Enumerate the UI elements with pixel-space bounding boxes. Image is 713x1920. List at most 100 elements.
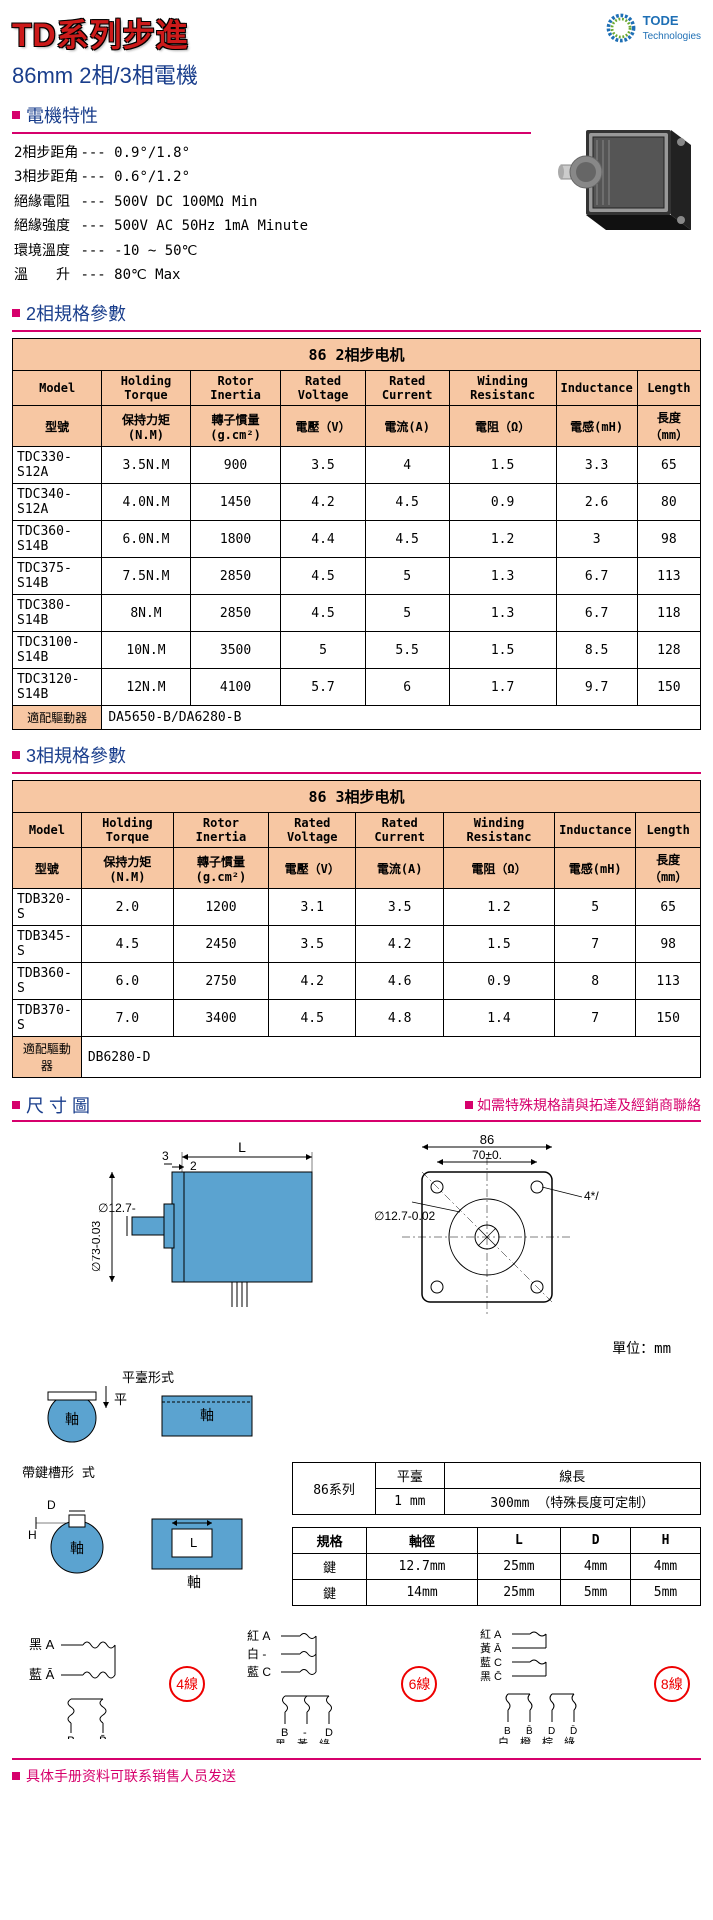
col-header: Holding Torque — [81, 813, 173, 848]
svg-text:-: - — [303, 1727, 307, 1739]
col-header: Rated Current — [356, 813, 443, 848]
svg-text:黑 C̄: 黑 C̄ — [480, 1670, 502, 1683]
table-cell: TDC375-S14B — [13, 558, 102, 595]
section-2phase-head: 2相規格參數 — [12, 300, 701, 326]
col-header: Inductance — [556, 371, 637, 406]
table-cell: TDB360-S — [13, 963, 82, 1000]
table-cell: 4.5 — [281, 595, 365, 632]
table-cell: 3.1 — [269, 889, 356, 926]
svg-text:D: D — [325, 1727, 333, 1739]
svg-text:紅 A: 紅 A — [480, 1628, 502, 1641]
table-cell: 12N.M — [102, 669, 190, 706]
col-header-cn: 長度（mm） — [636, 848, 701, 889]
char-label: 3相步距角 — [14, 166, 78, 188]
table-cell: 3.5 — [356, 889, 443, 926]
char-value: --- 0.6°/1.2° — [80, 166, 308, 188]
svg-text:平臺形式: 平臺形式 — [122, 1370, 174, 1385]
key-spec-table: 規格軸徑LDH鍵12.7mm25mm4mm4mm鍵14mm25mm5mm5mm — [292, 1527, 701, 1606]
table-cell: 6 — [365, 669, 449, 706]
title-area: TD系列步進 86mm 2相/3相電機 — [12, 10, 198, 90]
bullet-icon — [465, 1101, 473, 1109]
svg-text:D: D — [548, 1726, 555, 1737]
svg-text:藍 Ā: 藍 Ā — [29, 1667, 55, 1682]
driver-label: 適配驅動器 — [13, 706, 102, 730]
table-cell: TDC340-S12A — [13, 484, 102, 521]
characteristics-list: 2相步距角 --- 0.9°/1.8°3相步距角 --- 0.6°/1.2°絕緣… — [12, 140, 310, 288]
char-value: --- 500V DC 100MΩ Min — [80, 191, 308, 213]
svg-text:L: L — [190, 1535, 197, 1550]
table-cell: 4 — [365, 447, 449, 484]
dimension-drawings: L 3 2 ∅12.7- ∅73-0.03 — [12, 1132, 701, 1322]
table-cell: 4.2 — [269, 963, 356, 1000]
wiring-6: 紅 A 白 - 藍 C B - D — [245, 1624, 395, 1744]
char-value: --- 500V AC 50Hz 1mA Minute — [80, 215, 308, 237]
bullet-icon — [12, 309, 20, 317]
table-cell: 3.5 — [281, 447, 365, 484]
table-cell: 4.2 — [356, 926, 443, 963]
table-caption: 86 3相步电机 — [13, 781, 701, 813]
table-cell: 3.5N.M — [102, 447, 190, 484]
driver-label: 適配驅動器 — [13, 1037, 82, 1078]
brand-text: TODE Technologies — [643, 14, 701, 43]
svg-text:軸: 軸 — [200, 1407, 214, 1423]
table-cell: 7.5N.M — [102, 558, 190, 595]
table-cell: 4.0N.M — [102, 484, 190, 521]
table-cell: 1.2 — [449, 521, 556, 558]
table-cell: 7.0 — [81, 1000, 173, 1037]
svg-text:黑 A: 黑 A — [29, 1637, 55, 1652]
svg-text:B: B — [67, 1734, 75, 1739]
spec-header: 軸徑 — [367, 1528, 477, 1554]
svg-text:D: D — [47, 1498, 56, 1512]
spec-cell: 25mm — [477, 1580, 560, 1606]
spec-cell: 14mm — [367, 1580, 477, 1606]
table-cell: 900 — [190, 447, 281, 484]
table-cell: 113 — [637, 558, 700, 595]
table-cell: TDC380-S14B — [13, 595, 102, 632]
table-cell: 113 — [636, 963, 701, 1000]
col-header: Winding Resistanc — [443, 813, 554, 848]
table-cell: TDC3100-S14B — [13, 632, 102, 669]
bullet-icon — [12, 751, 20, 759]
table-cell: 6.0N.M — [102, 521, 190, 558]
table-cell: 4.8 — [356, 1000, 443, 1037]
col-header-cn: 型號 — [13, 406, 102, 447]
col-header-cn: 長度（mm） — [637, 406, 700, 447]
svg-text:D̄: D̄ — [570, 1725, 577, 1738]
spec-cell: 鍵 — [293, 1554, 367, 1580]
svg-text:藍 C: 藍 C — [247, 1665, 271, 1679]
svg-text:∅12.7-0.02: ∅12.7-0.02 — [374, 1209, 435, 1223]
col-header: Winding Resistanc — [449, 371, 556, 406]
table-cell: 1.5 — [449, 632, 556, 669]
table-cell: 1.7 — [449, 669, 556, 706]
side-view-diagram: L 3 2 ∅12.7- ∅73-0.03 — [92, 1132, 352, 1312]
table-cell: 3400 — [173, 1000, 268, 1037]
gear-icon — [603, 10, 639, 46]
col-header-cn: 電流(A) — [356, 848, 443, 889]
svg-text:86: 86 — [479, 1132, 493, 1147]
footer-note: 具体手册资料可联系销售人员发送 — [12, 1766, 701, 1786]
table-cell: 1800 — [190, 521, 281, 558]
motor-image — [531, 100, 701, 253]
table-cell: 4.2 — [281, 484, 365, 521]
bullet-icon — [12, 111, 20, 119]
brand-logo: TODE Technologies — [603, 10, 701, 46]
table-cell: 128 — [637, 632, 700, 669]
svg-text:藍 C: 藍 C — [480, 1656, 502, 1669]
table-cell: 1.3 — [449, 595, 556, 632]
col-header: Rated Voltage — [269, 813, 356, 848]
table-cell: 2850 — [190, 595, 281, 632]
table-cell: 98 — [637, 521, 700, 558]
table-3phase: 86 3相步电机ModelHolding TorqueRotor Inertia… — [12, 780, 701, 1078]
table-cell: 4100 — [190, 669, 281, 706]
table-cell: 8 — [555, 963, 636, 1000]
svg-text:H: H — [28, 1528, 37, 1542]
col-header: Length — [636, 813, 701, 848]
col-header-cn: 電阻（Ω） — [449, 406, 556, 447]
table-cell: 4.6 — [356, 963, 443, 1000]
svg-text:白 -: 白 - — [247, 1646, 266, 1661]
wiring-4: 黑 A 藍 Ā B B̄ 白 綠 — [23, 1629, 163, 1739]
table-cell: 65 — [636, 889, 701, 926]
table-cell: 8N.M — [102, 595, 190, 632]
table-cell: 98 — [636, 926, 701, 963]
table-cell: 3.5 — [269, 926, 356, 963]
